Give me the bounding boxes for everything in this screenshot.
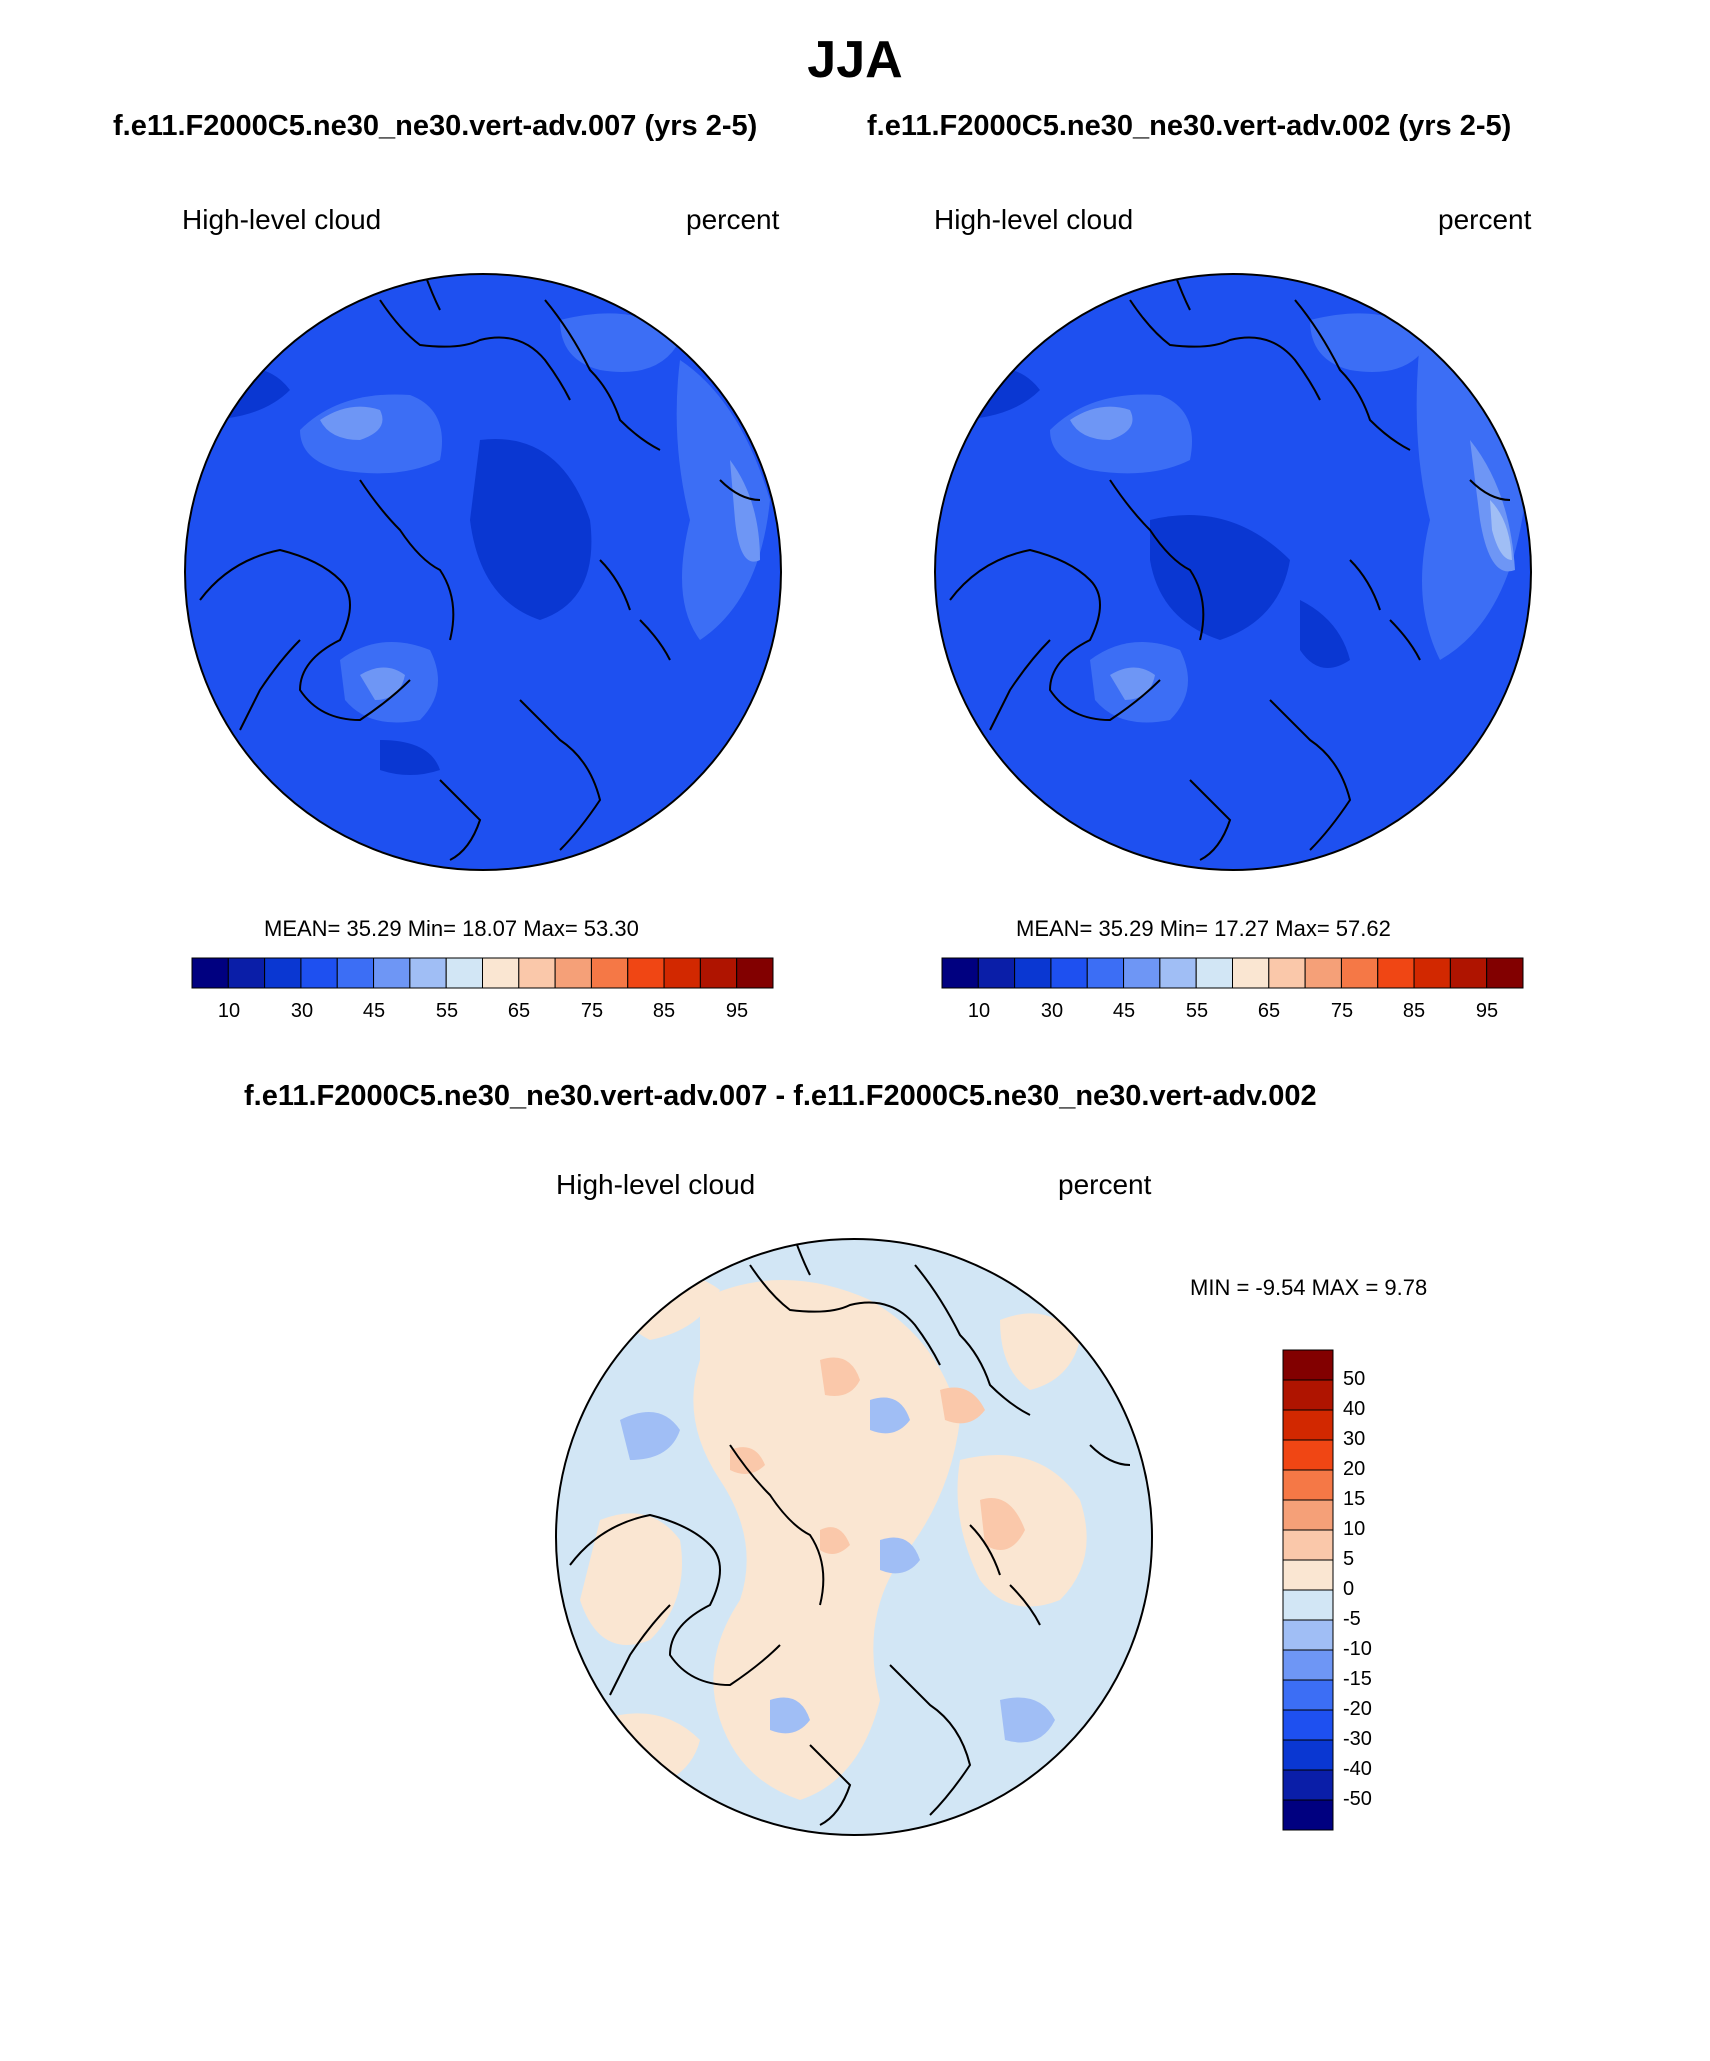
- colorbar-swatch: [1282, 1349, 1334, 1381]
- colorbar-swatch: [1282, 1499, 1334, 1531]
- colorbar-diff-tick: 15: [1343, 1488, 1366, 1510]
- colorbar-swatch: [1282, 1559, 1334, 1591]
- colorbar-right-tick: 10: [967, 1000, 991, 1022]
- colorbar-swatch: [300, 957, 338, 989]
- colorbar-swatch: [1377, 957, 1415, 989]
- colorbar-diff-tick: -50: [1343, 1788, 1372, 1810]
- colorbar-swatch: [1282, 1589, 1334, 1621]
- colorbar-swatch: [1340, 957, 1379, 989]
- case-title-right: f.e11.F2000C5.ne30_ne30.vert-adv.002 (yr…: [867, 110, 1512, 142]
- colorbar-right-tick: 95: [1475, 1000, 1499, 1022]
- colorbar-swatch: [941, 957, 979, 989]
- colorbar-swatch: [1304, 957, 1342, 989]
- colorbar-swatch: [1195, 957, 1233, 989]
- colorbar-swatch: [1282, 1379, 1334, 1411]
- colorbar-diff-tick: -15: [1343, 1668, 1372, 1690]
- colorbar-diff-tick: 10: [1343, 1518, 1366, 1540]
- colorbar-swatch: [1282, 1439, 1334, 1471]
- colorbar-left-tick: 95: [725, 1000, 749, 1022]
- colorbar-swatch: [227, 957, 266, 989]
- colorbar-right-tick: 65: [1257, 1000, 1281, 1022]
- colorbar-swatch: [1282, 1469, 1334, 1501]
- colorbar-swatch: [1282, 1799, 1334, 1831]
- colorbar-swatch: [663, 957, 701, 989]
- colorbar-right-tick: 55: [1185, 1000, 1209, 1022]
- colorbar-swatch: [627, 957, 665, 989]
- colorbar-swatch: [977, 957, 1016, 989]
- colorbar-left-tick: 45: [362, 1000, 386, 1022]
- colorbar-diff-tick: 20: [1343, 1458, 1366, 1480]
- colorbar-diff-tick: 50: [1343, 1368, 1366, 1390]
- colorbar-diff-tick: 0: [1343, 1578, 1355, 1600]
- colorbar-left-tick: 75: [580, 1000, 604, 1022]
- colorbar-left: [191, 957, 774, 989]
- colorbar-swatch: [1014, 957, 1052, 989]
- colorbar-swatch: [409, 957, 447, 989]
- colorbar-right-tick: 75: [1330, 1000, 1354, 1022]
- colorbar-left-tick: 10: [217, 1000, 241, 1022]
- colorbar-diff-tick: 40: [1343, 1398, 1366, 1420]
- colorbar-diff-tick: -10: [1343, 1638, 1372, 1660]
- colorbar-swatch: [1050, 957, 1088, 989]
- colorbar-swatch: [1282, 1679, 1334, 1711]
- colorbar-diff-tick: -30: [1343, 1728, 1372, 1750]
- colorbar-swatch: [1282, 1649, 1334, 1681]
- colorbar-right-tick: 45: [1112, 1000, 1136, 1022]
- variable-label-right: High-level cloud: [934, 204, 1134, 235]
- colorbar-swatch: [264, 957, 302, 989]
- colorbar-right-tick: 30: [1040, 1000, 1064, 1022]
- colorbar-diff-tick: -40: [1343, 1758, 1372, 1780]
- stats-diff: MIN = -9.54 MAX = 9.78: [1190, 1275, 1428, 1300]
- colorbar-left-tick: 65: [507, 1000, 531, 1022]
- colorbar-swatch: [1282, 1529, 1334, 1561]
- colorbar-swatch: [699, 957, 738, 989]
- variable-label-left: High-level cloud: [182, 204, 382, 235]
- stats-left: MEAN= 35.29 Min= 18.07 Max= 53.30: [264, 916, 639, 941]
- colorbar-swatch: [1413, 957, 1451, 989]
- colorbar-swatch: [736, 957, 774, 989]
- figure-title: JJA: [807, 31, 903, 89]
- variable-label-diff: High-level cloud: [556, 1169, 756, 1200]
- colorbar-swatch: [590, 957, 629, 989]
- colorbar-diff-tick: 5: [1343, 1548, 1355, 1570]
- colorbar-swatch: [1282, 1409, 1334, 1441]
- colorbar-swatch: [1159, 957, 1197, 989]
- colorbar-left-tick: 85: [652, 1000, 676, 1022]
- colorbar-diff-tick: 30: [1343, 1428, 1366, 1450]
- colorbar-swatch: [1282, 1769, 1334, 1801]
- stats-right: MEAN= 35.29 Min= 17.27 Max= 57.62: [1016, 916, 1391, 941]
- colorbar-left-tick: 30: [290, 1000, 314, 1022]
- colorbar-diff-tick: -5: [1343, 1608, 1361, 1630]
- colorbar-swatch: [1232, 957, 1270, 989]
- colorbar-swatch: [518, 957, 556, 989]
- colorbar-swatch: [373, 957, 411, 989]
- polar-map-left: [184, 273, 782, 871]
- colorbar-swatch: [1282, 1709, 1334, 1741]
- units-label-diff: percent: [1058, 1169, 1152, 1200]
- colorbar-swatch: [191, 957, 229, 989]
- colorbar-swatch: [1268, 957, 1306, 989]
- colorbar-swatch: [445, 957, 483, 989]
- colorbar-right-tick: 85: [1402, 1000, 1426, 1022]
- colorbar-swatch: [336, 957, 375, 989]
- colorbar-swatch: [1086, 957, 1125, 989]
- case-title-left: f.e11.F2000C5.ne30_ne30.vert-adv.007 (yr…: [113, 110, 758, 142]
- colorbar-swatch: [482, 957, 520, 989]
- units-label-left: percent: [686, 204, 780, 235]
- colorbar-swatch: [1449, 957, 1488, 989]
- colorbar-left-tick: 55: [435, 1000, 459, 1022]
- colorbar-right: [941, 957, 1524, 989]
- colorbar-swatch: [1123, 957, 1161, 989]
- colorbar-swatch: [1282, 1739, 1334, 1771]
- colorbar-diff-tick: -20: [1343, 1698, 1372, 1720]
- colorbar-swatch: [554, 957, 592, 989]
- difference-title: f.e11.F2000C5.ne30_ne30.vert-adv.007 - f…: [244, 1080, 1317, 1112]
- polar-map-right: [934, 273, 1532, 871]
- units-label-right: percent: [1438, 204, 1532, 235]
- colorbar-difference: [1282, 1349, 1334, 1831]
- polar-map-difference: [555, 1238, 1153, 1836]
- colorbar-swatch: [1282, 1619, 1334, 1651]
- colorbar-swatch: [1486, 957, 1524, 989]
